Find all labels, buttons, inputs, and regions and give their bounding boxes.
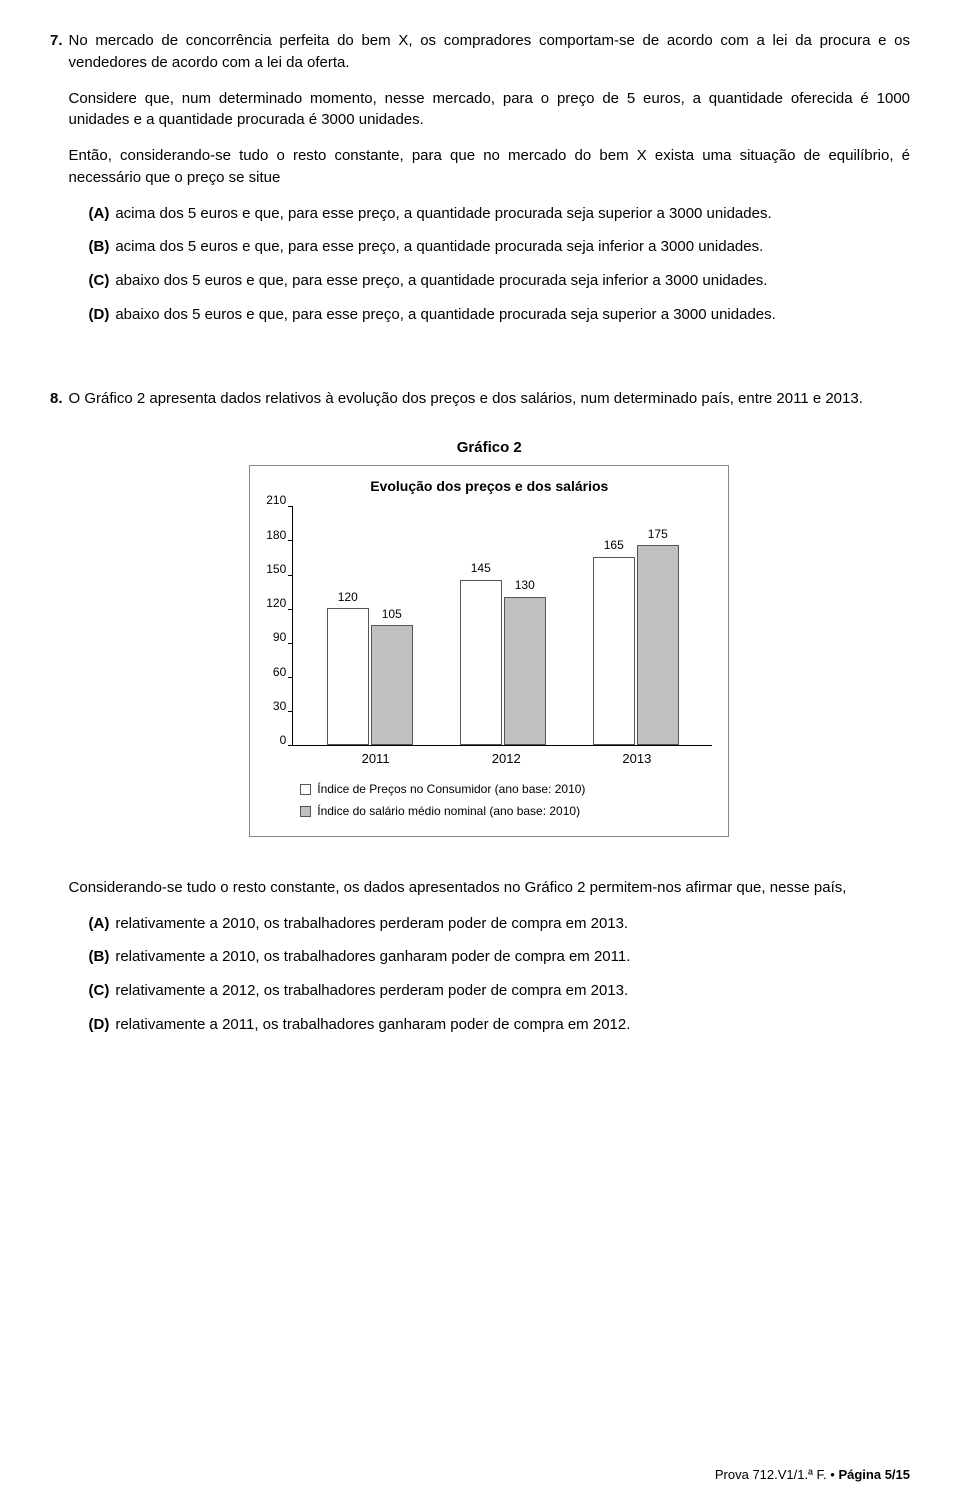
- option-d: (D) relativamente a 2011, os trabalhador…: [89, 1014, 910, 1036]
- option-a: (A) acima dos 5 euros e que, para esse p…: [89, 203, 910, 225]
- bar-wrap: 130: [504, 577, 546, 745]
- option-label: (A): [89, 203, 110, 225]
- y-tick-mark: [288, 575, 293, 576]
- legend-label: Índice de Preços no Consumidor (ano base…: [317, 781, 585, 798]
- chart-box: Evolução dos preços e dos salários 21018…: [249, 465, 729, 837]
- y-tick-mark: [288, 609, 293, 610]
- option-label: (B): [89, 236, 110, 258]
- option-label: (D): [89, 1014, 110, 1036]
- y-tick-mark: [288, 711, 293, 712]
- y-tick-mark: [288, 745, 293, 746]
- option-text: abaixo dos 5 euros e que, para esse preç…: [115, 304, 775, 326]
- bar-group: 120 105: [327, 589, 413, 746]
- bar: [593, 557, 635, 746]
- question-number: 7.: [50, 30, 63, 338]
- question-7-stem: 7. No mercado de concorrência perfeita d…: [50, 30, 910, 338]
- bar: [637, 545, 679, 745]
- y-tick-mark: [288, 540, 293, 541]
- y-tick-marks: [288, 506, 293, 745]
- options-list: (A) acima dos 5 euros e que, para esse p…: [89, 203, 910, 326]
- y-tick-mark: [288, 643, 293, 644]
- legend: Índice de Preços no Consumidor (ano base…: [300, 781, 712, 820]
- option-label: (C): [89, 980, 110, 1002]
- bar: [460, 580, 502, 746]
- question-7: 7. No mercado de concorrência perfeita d…: [50, 30, 910, 338]
- option-label: (D): [89, 304, 110, 326]
- option-text: relativamente a 2010, os trabalhadores g…: [115, 946, 630, 968]
- bar-value-label: 130: [515, 577, 535, 594]
- paragraph: Então, considerando-se tudo o resto cons…: [69, 145, 910, 189]
- bar-value-label: 175: [648, 526, 668, 543]
- y-tick-mark: [288, 506, 293, 507]
- page-number: Página 5/15: [838, 1467, 910, 1482]
- question-body: No mercado de concorrência perfeita do b…: [69, 30, 910, 338]
- bar-wrap: 105: [371, 606, 413, 745]
- bar: [371, 625, 413, 745]
- legend-swatch: [300, 784, 311, 795]
- option-text: acima dos 5 euros e que, para esse preço…: [115, 236, 763, 258]
- exam-code: Prova 712.V1/1.ª F.: [715, 1467, 827, 1482]
- option-b: (B) acima dos 5 euros e que, para esse p…: [89, 236, 910, 258]
- bar-wrap: 120: [327, 589, 369, 746]
- bar-value-label: 145: [471, 560, 491, 577]
- option-text: relativamente a 2011, os trabalhadores g…: [115, 1014, 630, 1036]
- paragraph: Considerando-se tudo o resto constante, …: [69, 877, 910, 899]
- bar-value-label: 120: [338, 589, 358, 606]
- option-text: relativamente a 2010, os trabalhadores p…: [115, 913, 628, 935]
- bar-group: 165 175: [593, 526, 679, 745]
- option-label: (A): [89, 913, 110, 935]
- option-label: (C): [89, 270, 110, 292]
- bar-value-label: 165: [604, 537, 624, 554]
- option-text: abaixo dos 5 euros e que, para esse preç…: [115, 270, 767, 292]
- bullet: •: [830, 1467, 835, 1482]
- y-tick-mark: [288, 677, 293, 678]
- x-tick-label: 2012: [463, 750, 549, 769]
- option-text: acima dos 5 euros e que, para esse preço…: [115, 203, 771, 225]
- option-b: (B) relativamente a 2010, os trabalhador…: [89, 946, 910, 968]
- chart-2: Gráfico 2 Evolução dos preços e dos salá…: [249, 437, 729, 837]
- options-list: (A) relativamente a 2010, os trabalhador…: [89, 913, 910, 1036]
- plot: 2101801501209060300 120105145130165175: [266, 506, 712, 746]
- legend-swatch: [300, 806, 311, 817]
- bar-group: 145 130: [460, 560, 546, 745]
- option-text: relativamente a 2012, os trabalhadores p…: [115, 980, 628, 1002]
- bar-wrap: 175: [637, 526, 679, 745]
- paragraph: O Gráfico 2 apresenta dados relativos à …: [69, 388, 910, 410]
- question-8: 8. O Gráfico 2 apresenta dados relativos…: [50, 388, 910, 1048]
- paragraph: Considere que, num determinado momento, …: [69, 88, 910, 132]
- bar-wrap: 165: [593, 537, 635, 745]
- option-a: (A) relativamente a 2010, os trabalhador…: [89, 913, 910, 935]
- chart-title: Gráfico 2: [249, 437, 729, 459]
- legend-item: Índice de Preços no Consumidor (ano base…: [300, 781, 712, 798]
- plot-area: 120 105 145 130 165 175: [292, 506, 712, 746]
- option-label: (B): [89, 946, 110, 968]
- question-8-stem: 8. O Gráfico 2 apresenta dados relativos…: [50, 388, 910, 1048]
- bar: [504, 597, 546, 746]
- bar-value-label: 105: [382, 606, 402, 623]
- x-tick-label: 2013: [594, 750, 680, 769]
- legend-item: Índice do salário médio nominal (ano bas…: [300, 803, 712, 820]
- paragraph: No mercado de concorrência perfeita do b…: [69, 30, 910, 74]
- x-tick-label: 2011: [333, 750, 419, 769]
- option-c: (C) abaixo dos 5 euros e que, para esse …: [89, 270, 910, 292]
- x-axis: 2011 2012 2013: [300, 746, 712, 769]
- option-c: (C) relativamente a 2012, os trabalhador…: [89, 980, 910, 1002]
- question-number: 8.: [50, 388, 63, 1048]
- bar-wrap: 145: [460, 560, 502, 745]
- bar: [327, 608, 369, 745]
- page-footer: Prova 712.V1/1.ª F. • Página 5/15: [715, 1466, 910, 1485]
- legend-label: Índice do salário médio nominal (ano bas…: [317, 803, 580, 820]
- question-body: O Gráfico 2 apresenta dados relativos à …: [69, 388, 910, 1048]
- chart-subtitle: Evolução dos preços e dos salários: [266, 476, 712, 496]
- option-d: (D) abaixo dos 5 euros e que, para esse …: [89, 304, 910, 326]
